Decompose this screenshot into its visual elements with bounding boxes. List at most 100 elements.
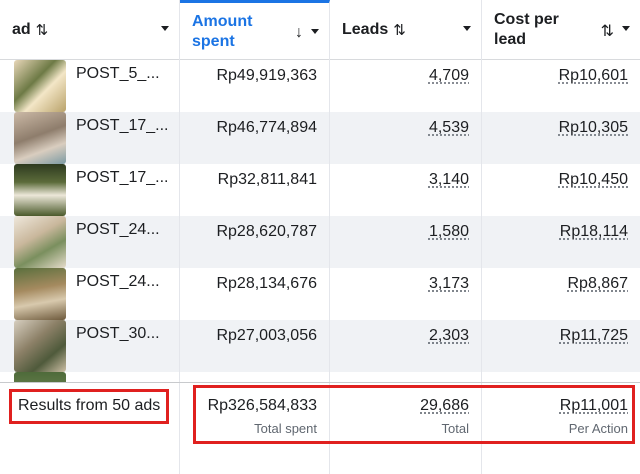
leads-cell: 2,303: [330, 320, 482, 372]
highlight-box-totals: [193, 385, 635, 444]
total-leads-value[interactable]: 29,686: [420, 397, 469, 414]
amount-spent-value: Rp32,811,841: [217, 171, 317, 188]
cost-per-lead-value[interactable]: Rp10,450: [558, 171, 628, 188]
ad-thumbnail[interactable]: [14, 164, 66, 216]
ad-name[interactable]: POST_17_...: [76, 169, 169, 186]
column-label-amount-spent-1: Amount: [192, 12, 253, 30]
summary-cpl-cell: Rp11,001 Per Action: [482, 383, 640, 474]
chevron-down-icon[interactable]: [311, 29, 319, 34]
column-label-amount-spent-2: spent: [192, 32, 235, 50]
total-spent-sublabel: Total spent: [254, 421, 317, 436]
ad-thumbnail[interactable]: [14, 112, 66, 164]
avg-cost-per-lead-value[interactable]: Rp11,001: [559, 397, 628, 414]
chevron-down-icon[interactable]: [463, 26, 471, 31]
chevron-down-icon[interactable]: [161, 26, 169, 31]
cost-per-lead-value[interactable]: Rp11,725: [559, 327, 628, 344]
ad-cell[interactable]: POST_30...: [0, 320, 180, 372]
leads-cell: [330, 372, 482, 382]
column-header-amount-spent[interactable]: Amount spent ↓: [180, 0, 330, 60]
amount-spent-cell: Rp28,620,787: [180, 216, 330, 268]
cost-per-lead-cell: Rp8,867: [482, 268, 640, 320]
cost-per-lead-cell: Rp10,601: [482, 60, 640, 112]
cost-per-lead-cell: Rp10,305: [482, 112, 640, 164]
leads-value[interactable]: 1,580: [428, 223, 469, 240]
ad-name[interactable]: POST_24...: [76, 273, 160, 290]
ad-cell[interactable]: POST_24...: [0, 268, 180, 320]
ad-cell[interactable]: POST_17_...: [0, 164, 180, 216]
amount-spent-cell: Rp27,003,056: [180, 320, 330, 372]
amount-spent-cell: Rp49,919,363: [180, 60, 330, 112]
amount-spent-value: Rp49,919,363: [216, 67, 317, 84]
summary-amount-cell: Rp326,584,833 Total spent: [180, 383, 330, 474]
table-row[interactable]: POST_24... Rp28,134,676 3,173 Rp8,867: [0, 268, 640, 320]
cost-per-lead-cell: [482, 372, 640, 382]
cost-per-lead-value[interactable]: Rp10,601: [558, 67, 628, 84]
summary-leads-cell: 29,686 Total: [330, 383, 482, 474]
summary-label-cell: Results from 50 ads: [0, 383, 180, 474]
leads-cell: 4,709: [330, 60, 482, 112]
ad-cell[interactable]: [0, 372, 180, 382]
table-row-partial[interactable]: [0, 372, 640, 382]
amount-spent-cell: Rp28,134,676: [180, 268, 330, 320]
leads-value[interactable]: 2,303: [428, 327, 469, 344]
leads-cell: 1,580: [330, 216, 482, 268]
arrow-down-icon[interactable]: ↓: [295, 24, 303, 41]
table-row[interactable]: POST_17_... Rp32,811,841 3,140 Rp10,450: [0, 164, 640, 216]
table-row[interactable]: POST_24... Rp28,620,787 1,580 Rp18,114: [0, 216, 640, 268]
chevron-down-icon[interactable]: [622, 26, 630, 31]
total-spent-value: Rp326,584,833: [207, 397, 317, 414]
ad-thumbnail[interactable]: [14, 372, 66, 382]
ad-name[interactable]: POST_30...: [76, 325, 160, 342]
cost-per-lead-value[interactable]: Rp18,114: [559, 223, 628, 240]
column-header-ad[interactable]: ad ⇅: [0, 0, 180, 60]
column-label-leads: Leads: [342, 21, 389, 38]
leads-cell: 3,173: [330, 268, 482, 320]
table-row[interactable]: POST_17_... Rp46,774,894 4,539 Rp10,305: [0, 112, 640, 164]
ad-cell[interactable]: POST_24...: [0, 216, 180, 268]
total-leads-sublabel: Total: [441, 421, 469, 436]
ad-cell[interactable]: POST_5_...: [0, 60, 180, 112]
highlight-box-results: [9, 389, 169, 424]
column-label-ad: ad: [12, 21, 31, 38]
amount-spent-cell: [180, 372, 330, 382]
amount-spent-cell: Rp46,774,894: [180, 112, 330, 164]
leads-value[interactable]: 4,539: [428, 119, 469, 136]
table-row[interactable]: POST_5_... Rp49,919,363 4,709 Rp10,601: [0, 60, 640, 112]
column-header-leads[interactable]: Leads ⇅: [330, 0, 482, 60]
cost-per-lead-value[interactable]: Rp10,305: [558, 119, 628, 136]
ad-name[interactable]: POST_17_...: [76, 117, 169, 134]
ad-thumbnail[interactable]: [14, 320, 66, 372]
cost-per-lead-cell: Rp10,450: [482, 164, 640, 216]
table-header: ad ⇅ Amount spent ↓ Leads ⇅ Cost per lea…: [0, 0, 640, 60]
table-row[interactable]: POST_30... Rp27,003,056 2,303 Rp11,725: [0, 320, 640, 372]
ad-cell[interactable]: POST_17_...: [0, 112, 180, 164]
ad-thumbnail[interactable]: [14, 60, 66, 112]
leads-cell: 4,539: [330, 112, 482, 164]
leads-value[interactable]: 3,140: [428, 171, 469, 188]
footer-divider: [0, 382, 640, 383]
column-label-cost-per-lead-2: lead: [494, 31, 527, 48]
column-header-cost-per-lead[interactable]: Cost per lead ⇅: [482, 0, 640, 60]
amount-spent-cell: Rp32,811,841: [180, 164, 330, 216]
leads-value[interactable]: 4,709: [428, 67, 469, 84]
table-summary-row: Results from 50 ads Rp326,584,833 Total …: [0, 383, 640, 474]
sort-arrows-icon[interactable]: ⇅: [393, 22, 406, 39]
cost-per-lead-cell: Rp18,114: [482, 216, 640, 268]
ad-thumbnail[interactable]: [14, 268, 66, 320]
cost-per-lead-cell: Rp11,725: [482, 320, 640, 372]
sort-arrows-icon[interactable]: ⇅: [600, 23, 614, 40]
ad-name[interactable]: POST_24...: [76, 221, 160, 238]
ad-thumbnail[interactable]: [14, 216, 66, 268]
sort-arrows-icon[interactable]: ⇅: [35, 22, 49, 39]
ad-name[interactable]: POST_5_...: [76, 65, 160, 82]
amount-spent-value: Rp28,620,787: [216, 223, 317, 240]
column-label-cost-per-lead-1: Cost per: [494, 11, 559, 28]
amount-spent-value: Rp46,774,894: [216, 119, 317, 136]
results-count-label: Results from 50 ads: [18, 397, 161, 414]
table-body: POST_5_... Rp49,919,363 4,709 Rp10,601 P…: [0, 60, 640, 382]
amount-spent-value: Rp27,003,056: [216, 327, 317, 344]
leads-value[interactable]: 3,173: [428, 275, 469, 292]
cost-per-lead-value[interactable]: Rp8,867: [567, 275, 629, 292]
amount-spent-value: Rp28,134,676: [216, 275, 317, 292]
